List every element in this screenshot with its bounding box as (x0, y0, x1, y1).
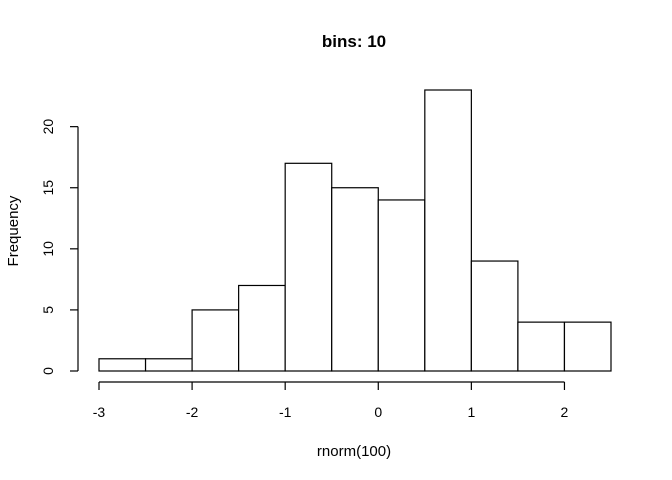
histogram-bar (98, 358, 147, 372)
y-tick-label: 15 (40, 180, 56, 196)
histogram-bar (191, 309, 240, 372)
y-tick-label: 20 (40, 119, 56, 135)
histogram-bar (331, 187, 379, 372)
histogram-bar (144, 358, 193, 372)
histogram-bar (563, 321, 612, 372)
chart-title: bins: 10 (322, 32, 386, 51)
histogram-bar (470, 260, 519, 372)
y-tick-label: 0 (40, 367, 56, 375)
histogram-bar (284, 162, 333, 372)
x-tick-label: -1 (279, 404, 292, 420)
histogram-bar (424, 89, 472, 372)
x-axis: -3 -2 -1 0 1 2 (93, 381, 569, 420)
x-axis-label: rnorm(100) (317, 443, 391, 460)
histogram-bar (517, 321, 566, 372)
x-tick-label: -3 (93, 404, 106, 420)
y-tick-label: 10 (40, 241, 56, 257)
x-tick-label: -2 (186, 404, 199, 420)
x-tick-label: 0 (374, 404, 382, 420)
bars-group (98, 89, 612, 372)
y-axis-label: Frequency (5, 195, 22, 266)
histogram-bar (377, 199, 426, 372)
y-axis: 0 5 10 15 20 (40, 119, 79, 375)
y-tick-label: 5 (40, 306, 56, 314)
x-tick-label: 1 (467, 404, 475, 420)
histogram-bar (238, 284, 286, 372)
x-tick-label: 2 (561, 404, 569, 420)
